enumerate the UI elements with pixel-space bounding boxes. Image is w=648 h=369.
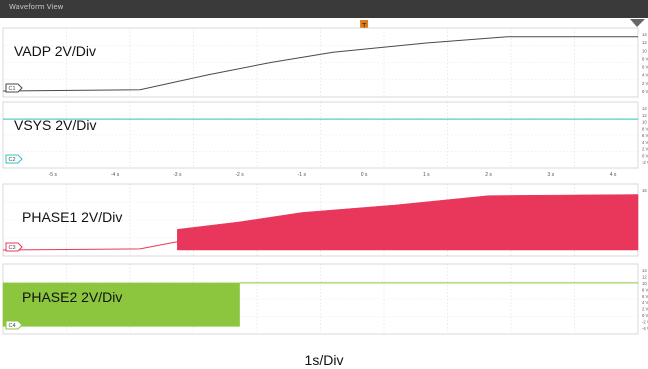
y-tick-label: 12 V: [642, 113, 648, 118]
channel-panel-c2: 14 V 12 V 10 V8 V 6 V 4 V 2 V0 V -2 V VSYS 2V/D…: [2, 101, 648, 169]
time-tick-label: 4 s: [610, 172, 617, 178]
y-tick-label: 10 V: [642, 281, 648, 286]
time-tick-label: -1 s: [298, 172, 307, 178]
y-tick-label: 6 V: [642, 65, 648, 70]
channel-panel-c3: 16 V PHASE1 2V/Div C3: [2, 183, 648, 257]
window-title: Waveform View: [9, 3, 64, 11]
time-tick-label: -2 s: [235, 172, 244, 178]
y-tick-label: 0 V: [642, 153, 648, 158]
channel-badge-label: C1: [8, 86, 15, 92]
time-tick-label: -5 s: [49, 172, 58, 178]
y-tick-label: -4 V: [642, 326, 648, 331]
y-tick-label: 6 V: [642, 133, 648, 138]
time-tick-label: 0 s: [361, 172, 368, 178]
channel-label-c2: VSYS 2V/Div: [14, 117, 96, 133]
y-tick-label: 8 V: [642, 126, 648, 131]
y-tick-label: 14 V: [642, 268, 648, 273]
y-tick-label: -2 V: [642, 160, 648, 165]
time-tick-label: -4 s: [111, 172, 120, 178]
window-titlebar: Waveform View: [0, 0, 648, 18]
switching-band-c3: [177, 194, 639, 251]
trigger-level-arrow-icon: [630, 19, 645, 27]
y-tick-label: 14 V: [642, 106, 648, 111]
time-tick-label: -3 s: [173, 172, 182, 178]
y-tick-label: 6 V: [642, 294, 648, 299]
channel-badge-icon[interactable]: [5, 320, 23, 330]
time-tick-label: 3 s: [548, 172, 555, 178]
y-tick-label: 0 V: [642, 313, 648, 318]
trigger-marker-label: T: [362, 23, 367, 30]
channel-badge-label: C2: [8, 157, 15, 163]
channel-label-c4: PHASE2 2V/Div: [22, 289, 122, 305]
channel-badge-icon[interactable]: [5, 242, 23, 252]
channel-badge-label: C3: [8, 245, 15, 251]
y-tick-label: 12 V: [642, 40, 648, 45]
y-tick-label: 2 V: [642, 147, 648, 152]
y-tick-label: 10 V: [642, 120, 648, 125]
y-tick-label: 8 V: [642, 287, 648, 292]
channel-badge-icon[interactable]: [5, 83, 23, 93]
switching-band-c4: [2, 282, 240, 327]
y-tick-label: 12 V: [642, 274, 648, 279]
channel-panel-c1: 14 V 12 V 10 V 8 V 6 V 4 V 2 V 0 V VADP 2V/Div C1: [2, 27, 648, 98]
time-tick-label: 2 s: [485, 172, 492, 178]
time-tick-label: 1 s: [423, 172, 430, 178]
channel-panel-c4: 14 V12 V 10 V8 V 6 V4 V 2 V0 V -2 V-4 V PHASE…: [2, 263, 648, 335]
y-tick-label: 16 V: [642, 188, 648, 193]
channel-label-c3: PHASE1 2V/Div: [22, 209, 122, 225]
y-tick-label: 8 V: [642, 56, 648, 61]
trigger-marker-icon[interactable]: [360, 20, 369, 30]
channel-badge-label: C4: [8, 323, 15, 329]
y-tick-label: 2 V: [642, 307, 648, 312]
y-tick-label: 14 V: [642, 32, 648, 37]
y-tick-label: 2 V: [642, 81, 648, 86]
y-tick-label: 10 V: [642, 48, 648, 53]
y-tick-label: -2 V: [642, 320, 648, 325]
trace-c3: [2, 241, 178, 251]
y-tick-label: 4 V: [642, 73, 648, 78]
x-axis-label: 1s/Div: [304, 352, 344, 368]
channel-badge-icon[interactable]: [5, 154, 23, 164]
y-tick-label: 0 V: [642, 89, 648, 94]
channel-label-c1: VADP 2V/Div: [14, 43, 96, 59]
y-tick-label: 4 V: [642, 140, 648, 145]
trace-c1: [2, 36, 638, 92]
y-tick-label: 4 V: [642, 300, 648, 305]
